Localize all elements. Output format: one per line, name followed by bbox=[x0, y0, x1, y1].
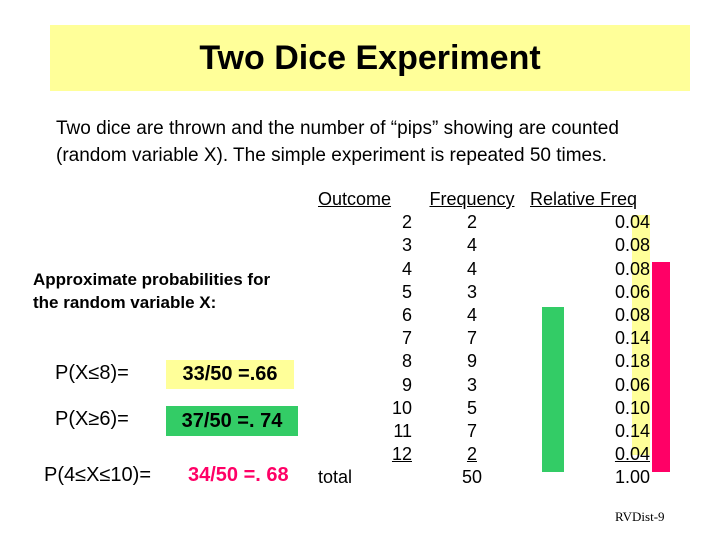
table-cell: 7 bbox=[401, 328, 412, 349]
table-cell: 3 bbox=[466, 281, 477, 302]
table-cell: 4 bbox=[466, 258, 477, 279]
relative-frequency-column: Relative Freq 0.04 0.08 0.08 0.06 0.08 0… bbox=[530, 188, 650, 489]
table-cell: 0.14 bbox=[614, 328, 650, 349]
approx-probabilities-label: Approximate probabilities for the random… bbox=[33, 270, 271, 312]
table-cell: 3 bbox=[401, 235, 412, 256]
table-cell: 0.14 bbox=[614, 420, 650, 441]
prob-label-le8: P(X≤8)= bbox=[55, 362, 129, 384]
table-cell: 7 bbox=[466, 420, 477, 441]
table-cell: 10 bbox=[391, 397, 412, 418]
table-cell: 0.08 bbox=[614, 258, 650, 279]
table-cell: 12 bbox=[391, 444, 412, 465]
prob-value-le8: 33/50 =.66 bbox=[166, 360, 294, 389]
slide-title: Two Dice Experiment bbox=[199, 39, 541, 77]
table-cell: 2 bbox=[401, 212, 412, 233]
table-cell: 0.10 bbox=[614, 397, 650, 418]
table-cell: 2 bbox=[466, 444, 477, 465]
description-text: Two dice are thrown and the number of “p… bbox=[56, 118, 619, 166]
table-cell: 6 bbox=[401, 304, 412, 325]
frequency-header: Frequency bbox=[429, 189, 515, 209]
table-cell: 4 bbox=[466, 235, 477, 256]
table-cell: 0.08 bbox=[614, 235, 650, 256]
prob-value-4-to-10: 34/50 =. 68 bbox=[188, 464, 289, 486]
table-cell: 11 bbox=[393, 420, 412, 441]
highlight-bar-pink bbox=[652, 262, 670, 472]
prob-label-ge6: P(X≥6)= bbox=[55, 408, 129, 430]
table-cell: 4 bbox=[466, 304, 477, 325]
table-cell: 0.08 bbox=[614, 304, 650, 325]
total-label: total bbox=[318, 467, 353, 488]
table-cell: 8 bbox=[401, 351, 412, 372]
highlight-bar-green bbox=[542, 307, 564, 472]
table-cell: 4 bbox=[401, 258, 412, 279]
table-cell: 5 bbox=[401, 281, 412, 302]
table-cell: 5 bbox=[466, 397, 477, 418]
slide-footer: RVDist-9 bbox=[615, 509, 665, 524]
outcome-column: Outcome 2 3 4 5 6 7 8 9 10 11 12 total bbox=[318, 188, 412, 489]
table-cell: 9 bbox=[466, 351, 477, 372]
table-cell: 0.04 bbox=[614, 444, 650, 465]
total-relative: 1.00 bbox=[614, 467, 650, 488]
table-cell: 0.18 bbox=[614, 351, 650, 372]
prob-label-4-to-10: P(4≤X≤10)= bbox=[44, 464, 152, 486]
table-cell: 2 bbox=[466, 212, 477, 233]
table-cell: 0.06 bbox=[614, 374, 650, 395]
title-banner: Two Dice Experiment bbox=[50, 25, 690, 91]
table-cell: 0.04 bbox=[614, 212, 650, 233]
total-frequency: 50 bbox=[461, 467, 483, 488]
table-cell: 3 bbox=[466, 374, 477, 395]
relative-frequency-header: Relative Freq bbox=[530, 189, 638, 209]
table-cell: 9 bbox=[401, 374, 412, 395]
table-cell: 0.06 bbox=[614, 281, 650, 302]
highlight-bar-yellow bbox=[632, 215, 650, 455]
outcome-header: Outcome bbox=[318, 189, 392, 209]
table-cell: 7 bbox=[466, 328, 477, 349]
prob-value-ge6: 37/50 =. 74 bbox=[166, 406, 298, 436]
frequency-column: Frequency 2 4 4 3 4 7 9 3 5 7 2 50 bbox=[427, 188, 517, 489]
